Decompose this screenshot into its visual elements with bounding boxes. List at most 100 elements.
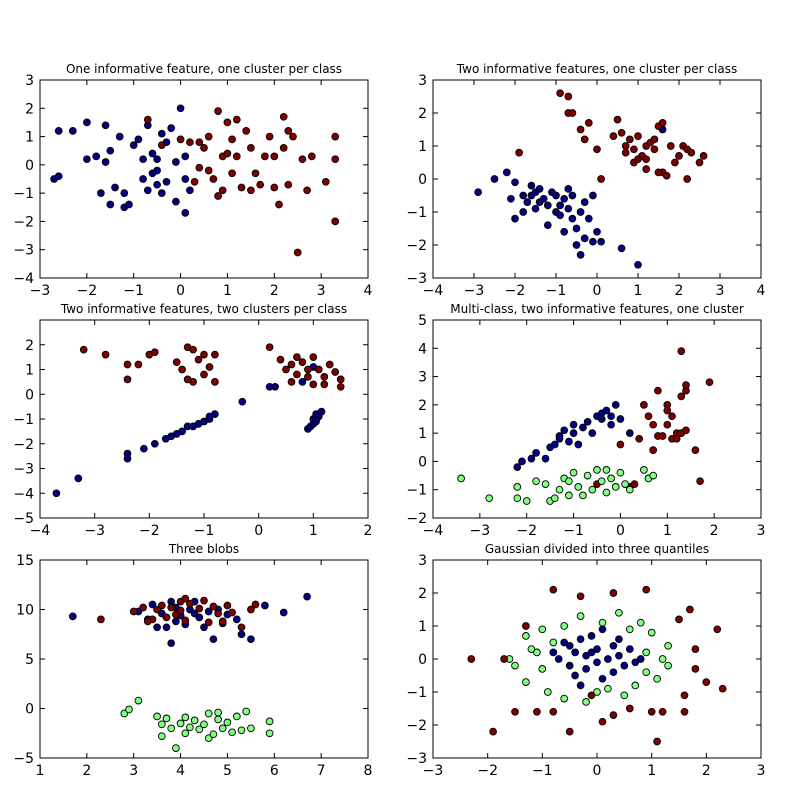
data-point: [247, 144, 255, 152]
data-point: [74, 474, 83, 483]
data-point: [589, 191, 597, 200]
x-tick-label: 0: [254, 523, 263, 539]
data-point: [522, 497, 531, 505]
data-point: [148, 169, 157, 178]
data-point: [593, 466, 601, 474]
data-point: [519, 208, 528, 216]
data-point: [598, 717, 607, 726]
x-tick-label: 4: [364, 283, 373, 299]
data-point: [214, 609, 222, 618]
data-point: [662, 171, 671, 180]
data-point: [582, 651, 590, 660]
x-tick-label: 0: [616, 523, 625, 539]
data-point: [620, 661, 629, 670]
data-point: [211, 350, 219, 359]
data-point: [223, 118, 232, 127]
data-point: [167, 124, 176, 132]
data-point: [204, 166, 213, 175]
data-point: [150, 348, 159, 357]
data-point: [490, 175, 499, 183]
data-point: [649, 446, 658, 454]
data-point: [672, 434, 681, 443]
data-point: [247, 605, 255, 614]
data-point: [204, 607, 213, 616]
data-point: [576, 592, 585, 601]
data-point: [568, 191, 577, 200]
data-point: [129, 607, 138, 616]
data-point: [153, 155, 161, 164]
data-point: [543, 688, 552, 696]
data-point: [634, 132, 642, 140]
data-point: [261, 152, 269, 161]
data-point: [190, 609, 199, 618]
data-point: [223, 601, 232, 610]
data-point: [153, 712, 161, 721]
data-point: [576, 635, 585, 644]
data-point: [642, 648, 651, 657]
data-point: [167, 724, 176, 733]
data-point: [279, 608, 288, 617]
data-point: [625, 485, 634, 494]
data-point: [200, 350, 208, 359]
x-tick-label: 2: [702, 763, 711, 779]
data-point: [556, 211, 564, 220]
y-tick-label: −1: [406, 483, 427, 499]
data-point: [695, 158, 704, 167]
data-point: [214, 192, 222, 200]
data-point: [522, 678, 530, 686]
data-point: [663, 406, 672, 415]
ticks-layer: −4 −3 −2 −1 0 1 2 3 −2 −1 0 1 2 3 4 5: [406, 313, 765, 539]
data-point: [511, 707, 519, 716]
panel-title: Two informative features, two clusters p…: [60, 302, 347, 316]
y-tick-label: −2: [406, 238, 427, 254]
y-tick-label: −1: [13, 412, 34, 428]
data-point: [101, 121, 110, 130]
data-point: [331, 155, 340, 164]
data-point: [181, 594, 190, 603]
data-point: [325, 360, 334, 369]
data-point: [123, 375, 132, 384]
data-point: [181, 616, 190, 625]
data-point: [644, 412, 653, 421]
data-point: [588, 429, 597, 437]
data-point: [555, 434, 564, 443]
data-point: [527, 181, 536, 190]
data-point: [143, 617, 152, 626]
data-point: [583, 417, 592, 426]
data-point: [609, 711, 618, 719]
data-point: [54, 127, 63, 135]
data-point: [101, 350, 110, 359]
x-tick-label: 2: [675, 283, 684, 299]
data-point: [134, 135, 143, 144]
data-point: [642, 668, 651, 677]
x-tick-label: 8: [364, 763, 373, 779]
data-point: [293, 248, 302, 257]
data-point: [616, 415, 625, 423]
x-tick-label: −2: [516, 523, 537, 539]
x-tick-label: −3: [464, 283, 485, 299]
panel-gaussian-quantiles: Gaussian divided into three quantiles −3…: [406, 542, 765, 779]
data-point: [304, 365, 312, 374]
data-point: [167, 603, 176, 612]
y-tick-label: 1: [418, 139, 427, 155]
points-layer: [467, 585, 727, 746]
data-point: [186, 138, 194, 147]
data-point: [111, 183, 119, 192]
x-tick-label: 7: [317, 763, 326, 779]
data-point: [52, 489, 61, 498]
data-point: [564, 185, 573, 193]
data-point: [691, 645, 700, 653]
points-layer: [50, 104, 340, 257]
data-point: [115, 132, 124, 141]
data-point: [200, 720, 208, 729]
data-point: [265, 729, 274, 738]
data-point: [232, 115, 241, 124]
data-point: [582, 665, 590, 673]
x-tick-label: −1: [123, 283, 144, 299]
data-point: [675, 152, 683, 160]
data-point: [232, 712, 241, 721]
data-point: [569, 429, 578, 437]
data-point: [543, 201, 552, 210]
data-point: [237, 183, 246, 192]
data-point: [54, 172, 63, 181]
